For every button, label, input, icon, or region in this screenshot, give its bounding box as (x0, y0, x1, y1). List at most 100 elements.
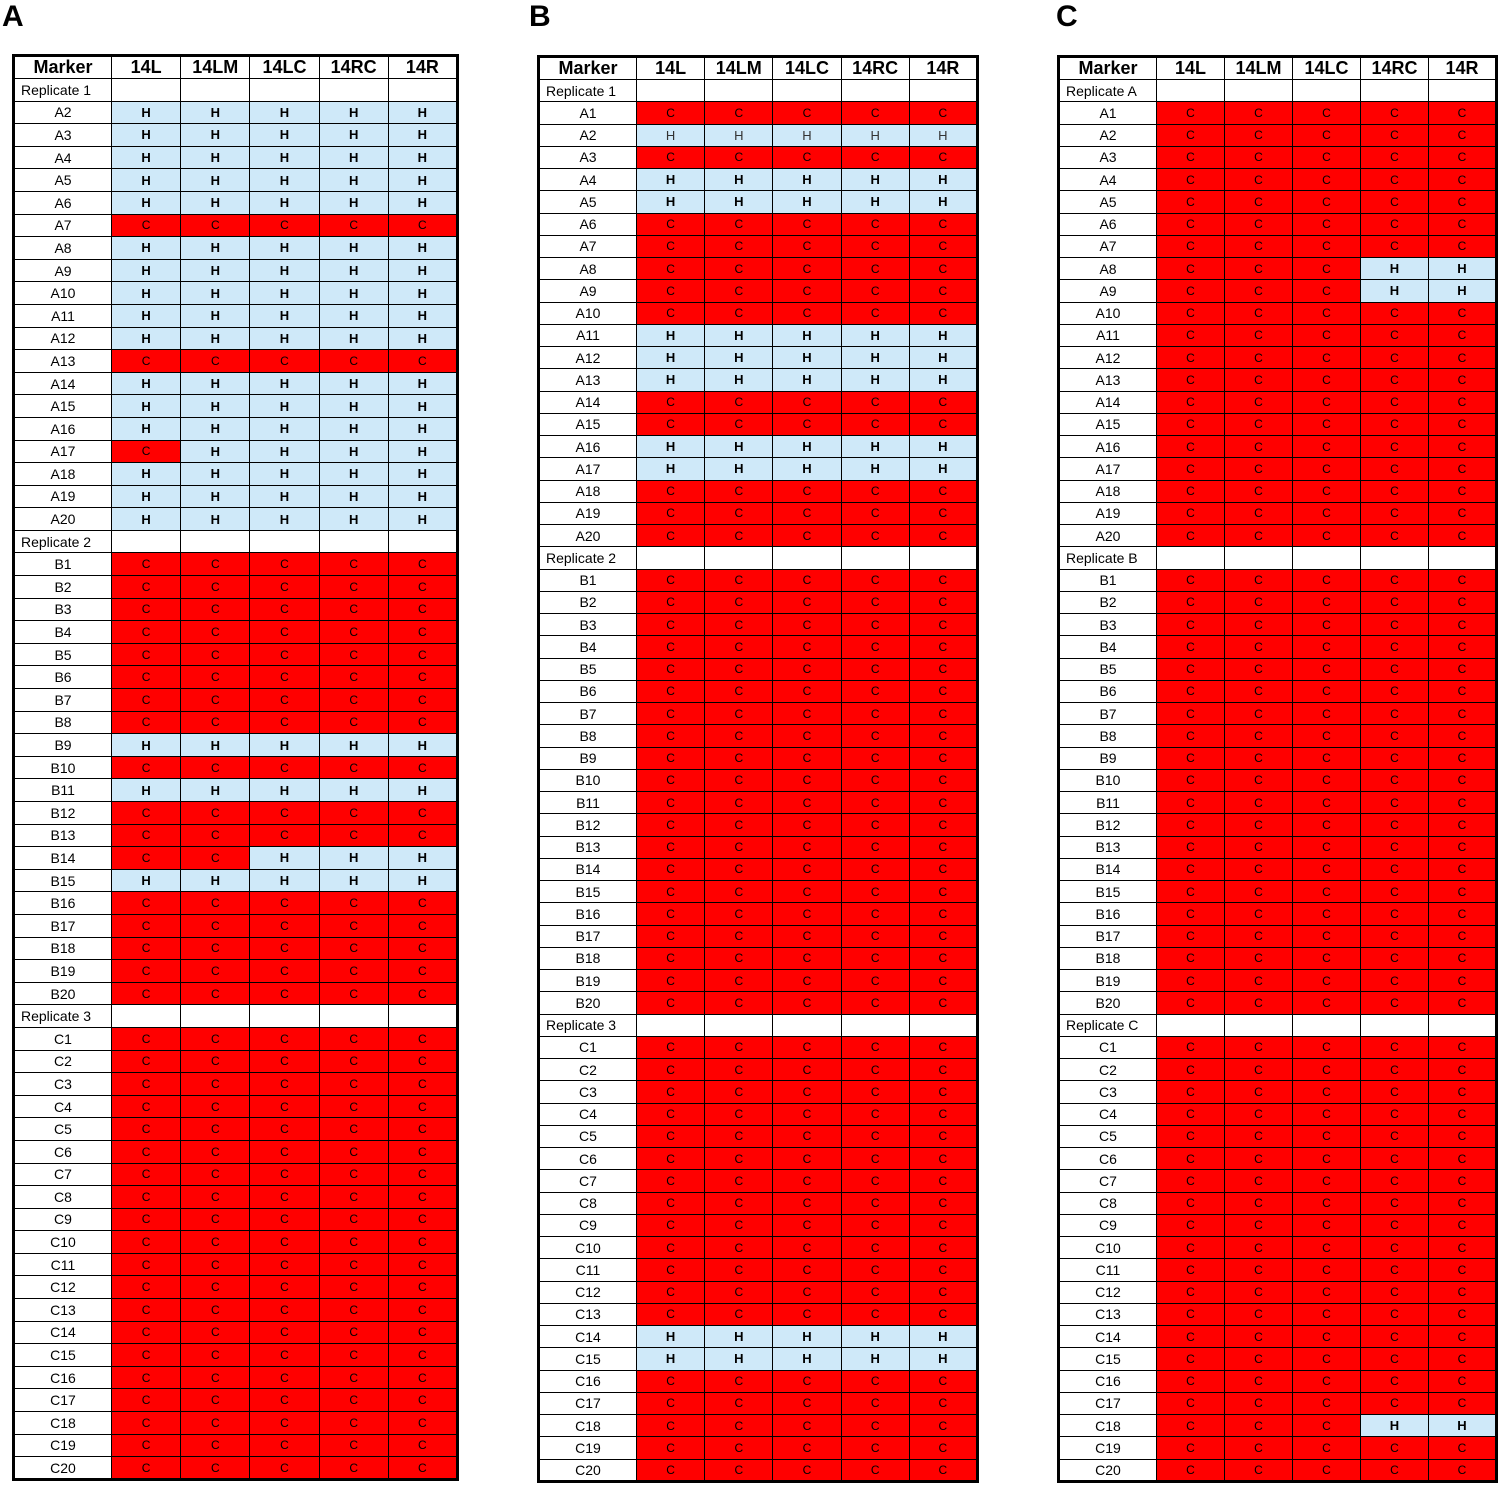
genotype-cell-c: C (635, 679, 706, 704)
table-row: C9 C C C C C (13, 1207, 458, 1232)
genotype-cell-h: H (110, 123, 182, 147)
marker-cell: A16 (1058, 434, 1157, 459)
genotype-cell-c: C (772, 768, 842, 793)
marker-cell: A2 (1058, 123, 1157, 147)
table-row: A16 C C C C C (1058, 434, 1497, 459)
genotype-cell-c: C (704, 212, 774, 236)
genotype-cell-c: C (772, 946, 842, 971)
genotype-cell-h: H (387, 281, 458, 305)
genotype-cell-c: C (635, 1302, 706, 1327)
genotype-cell-h: H (110, 303, 182, 328)
table-row: A10 H H H H H (13, 281, 458, 305)
genotype-cell-h: H (387, 733, 458, 757)
genotype-cell-c: C (1360, 1369, 1429, 1393)
table-row: C11 C C C C C (13, 1252, 458, 1277)
marker-cell: C19 (13, 1433, 112, 1458)
genotype-cell-c: C (635, 790, 706, 815)
genotype-cell-h: H (110, 778, 182, 802)
genotype-cell-c: C (635, 768, 706, 793)
genotype-cell-c: C (840, 746, 910, 770)
genotype-cell-h: H (180, 258, 251, 283)
marker-cell: A1 (1058, 101, 1157, 125)
genotype-cell-c: C (318, 710, 389, 735)
genotype-cell-c: C (908, 946, 978, 971)
genotype-cell-c: C (318, 1139, 389, 1164)
genotype-cell-h: H (840, 345, 910, 370)
table-row: C9 C C C C C (538, 1213, 978, 1238)
genotype-cell-c: C (704, 568, 774, 592)
table-row: B2 C C C C C (1058, 590, 1497, 615)
marker-cell: B1 (1058, 568, 1157, 592)
genotype-cell-c: C (840, 968, 910, 993)
genotype-cell-c: C (908, 479, 978, 503)
genotype-cell-h: H (180, 371, 251, 396)
marker-cell: B17 (13, 913, 112, 938)
genotype-cell-c: C (1224, 635, 1293, 659)
marker-cell: C1 (1058, 1035, 1157, 1060)
genotype-cell-c: C (1156, 924, 1225, 948)
genotype-cell-c: C (1156, 345, 1225, 370)
genotype-cell-c: C (1224, 212, 1293, 236)
genotype-cell-c: C (1428, 790, 1497, 815)
marker-cell: B1 (538, 568, 637, 592)
marker-cell: C14 (13, 1320, 112, 1345)
marker-cell: A10 (13, 281, 112, 305)
table-row: B1 C C C C C (1058, 568, 1497, 592)
marker-cell: A6 (538, 212, 637, 236)
marker-cell: C9 (13, 1207, 112, 1232)
marker-cell: A16 (538, 434, 637, 459)
genotype-cell-c: C (840, 1458, 910, 1482)
genotype-cell-c: C (704, 234, 774, 259)
genotype-cell-c: C (840, 590, 910, 615)
table-row: C7 C C C C C (538, 1169, 978, 1193)
table-row: C12 C C C C C (1058, 1280, 1497, 1304)
table-row: C6 C C C C C (538, 1146, 978, 1171)
genotype-cell-h: H (387, 868, 458, 893)
genotype-cell-h: H (635, 1324, 706, 1349)
genotype-cell-h: H (387, 371, 458, 396)
genotype-cell-c: C (1428, 323, 1497, 348)
marker-cell: C6 (538, 1146, 637, 1171)
genotype-cell-c: C (704, 1369, 774, 1393)
blank-cell (249, 1004, 320, 1028)
genotype-cell-c: C (110, 1049, 182, 1074)
table-row: B2 C C C C C (13, 575, 458, 599)
genotype-cell-c: C (1428, 946, 1497, 971)
genotype-cell-c: C (1360, 701, 1429, 726)
marker-cell: B14 (1058, 857, 1157, 882)
genotype-cell-h: H (704, 1347, 774, 1371)
genotype-cell-c: C (1360, 234, 1429, 259)
table-row: B20 C C C C C (1058, 991, 1497, 1015)
genotype-cell-c: C (387, 913, 458, 938)
genotype-cell-h: H (772, 1324, 842, 1349)
marker-cell: C6 (1058, 1146, 1157, 1171)
genotype-cell-c: C (704, 746, 774, 770)
marker-cell: A18 (1058, 479, 1157, 503)
genotype-cell-h: H (387, 507, 458, 531)
genotype-cell-c: C (704, 991, 774, 1015)
genotype-cell-c: C (1360, 857, 1429, 882)
genotype-cell-h: H (110, 484, 182, 509)
table-row: C1 C C C C C (1058, 1035, 1497, 1060)
table-row: A6 H H H H H (13, 190, 458, 215)
genotype-cell-c: C (1224, 1102, 1293, 1126)
genotype-cell-c: C (1360, 1191, 1429, 1215)
genotype-cell-c: C (908, 1102, 978, 1126)
table-row: A17 C C C C C (1058, 457, 1497, 481)
table-row: A5 H H H H H (538, 190, 978, 214)
genotype-cell-c: C (635, 1280, 706, 1304)
genotype-cell-c: C (1224, 323, 1293, 348)
genotype-cell-c: C (1224, 568, 1293, 592)
genotype-cell-c: C (635, 1213, 706, 1238)
genotype-cell-c: C (635, 390, 706, 414)
genotype-cell-c: C (1224, 1124, 1293, 1149)
genotype-cell-c: C (318, 597, 389, 622)
genotype-cell-c: C (635, 234, 706, 259)
genotype-cell-c: C (249, 597, 320, 622)
marker-cell: B20 (13, 981, 112, 1006)
table-row: A15 H H H H H (13, 394, 458, 418)
genotype-cell-c: C (387, 1117, 458, 1141)
genotype-cell-c: C (387, 1456, 458, 1480)
table-row: C19 C C C C C (13, 1433, 458, 1458)
genotype-cell-c: C (908, 813, 978, 837)
